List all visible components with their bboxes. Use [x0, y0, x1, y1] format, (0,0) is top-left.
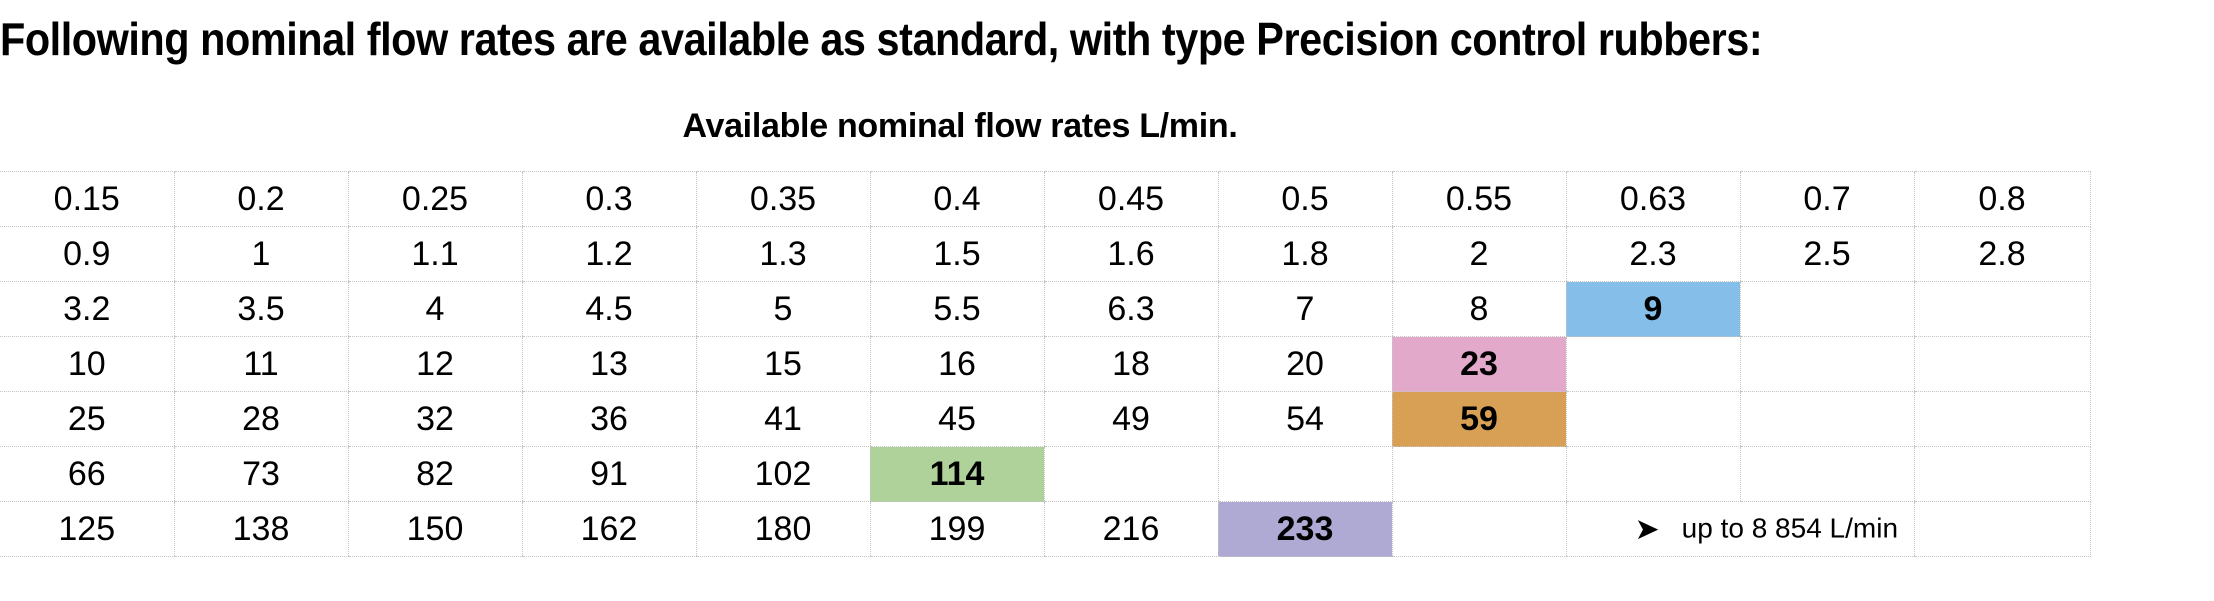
flow-rate-cell: 180 [695, 501, 870, 557]
highlighted-flow-rate-cell: 9 [1565, 281, 1740, 337]
flow-rate-cell: 5 [695, 281, 870, 337]
flow-rate-cell: 138 [173, 501, 348, 557]
flow-rate-cell: 0.35 [695, 171, 870, 227]
flow-rate-cell: 1.1 [347, 226, 522, 282]
flow-rate-cell: 2.3 [1565, 226, 1740, 282]
flow-rate-cell: 20 [1217, 336, 1392, 392]
flow-rate-cell: 15 [695, 336, 870, 392]
empty-cell [1913, 501, 2091, 557]
range-note: ➤ up to 8 854 L/min [1565, 501, 1914, 557]
highlighted-flow-rate-cell: 114 [869, 446, 1044, 502]
empty-cell [1913, 281, 2091, 337]
flow-rate-cell: 0.7 [1739, 171, 1914, 227]
flow-rate-cell: 6.3 [1043, 281, 1218, 337]
flow-rate-cell: 32 [347, 391, 522, 447]
flow-rate-cell: 25 [0, 391, 174, 447]
flow-rate-cell: 2 [1391, 226, 1566, 282]
flow-rate-cell: 16 [869, 336, 1044, 392]
flow-rate-cell: 0.9 [0, 226, 174, 282]
flow-rate-cell: 2.5 [1739, 226, 1914, 282]
flow-rate-cell: 1.2 [521, 226, 696, 282]
flow-rate-cell: 10 [0, 336, 174, 392]
empty-cell [1739, 391, 1914, 447]
table-row: 10 11 12 13 15 16 18 20 23 [0, 336, 2091, 392]
flow-rate-cell: 162 [521, 501, 696, 557]
empty-cell [1739, 446, 1914, 502]
table-caption: Available nominal flow rates L/min. [682, 107, 1238, 145]
flow-rate-cell: 199 [869, 501, 1044, 557]
flow-rate-cell: 0.63 [1565, 171, 1740, 227]
table-row: 3.2 3.5 4 4.5 5 5.5 6.3 7 8 9 [0, 281, 2091, 337]
flow-rate-cell: 91 [521, 446, 696, 502]
flow-rate-cell: 102 [695, 446, 870, 502]
flow-rate-cell: 0.4 [869, 171, 1044, 227]
range-note-text: up to 8 854 L/min [1681, 513, 1899, 545]
flow-rate-cell: 1.5 [869, 226, 1044, 282]
empty-cell [1391, 501, 1566, 557]
arrowhead-icon: ➤ [1634, 512, 1660, 546]
flow-rate-cell: 36 [521, 391, 696, 447]
flow-rate-cell: 66 [0, 446, 174, 502]
flow-rate-cell: 0.2 [173, 171, 348, 227]
flow-rate-cell: 7 [1217, 281, 1392, 337]
empty-cell [1913, 446, 2091, 502]
flow-rate-cell: 0.8 [1913, 171, 2091, 227]
flow-rate-cell: 4 [347, 281, 522, 337]
page-heading: Following nominal flow rates are availab… [0, 13, 1763, 65]
table-row: 0.9 1 1.1 1.2 1.3 1.5 1.6 1.8 2 2.3 2.5 2.8 [0, 226, 2091, 282]
empty-cell [1565, 391, 1740, 447]
flow-rate-cell: 73 [173, 446, 348, 502]
flow-rate-cell: 1.3 [695, 226, 870, 282]
flow-rate-cell: 0.45 [1043, 171, 1218, 227]
flow-rate-cell: 4.5 [521, 281, 696, 337]
flow-rate-cell: 8 [1391, 281, 1566, 337]
flow-rate-cell: 45 [869, 391, 1044, 447]
table-row: 0.15 0.2 0.25 0.3 0.35 0.4 0.45 0.5 0.55 0.63 0.7 0… [0, 171, 2091, 227]
empty-cell [1217, 446, 1392, 502]
table-row: 25 28 32 36 41 45 49 54 59 [0, 391, 2091, 447]
flow-rate-cell: 11 [173, 336, 348, 392]
flow-rate-cell: 13 [521, 336, 696, 392]
flow-rate-cell: 82 [347, 446, 522, 502]
flow-rate-cell: 41 [695, 391, 870, 447]
empty-cell [1565, 446, 1740, 502]
flow-rate-cell: 150 [347, 501, 522, 557]
flow-rate-cell: 0.15 [0, 171, 174, 227]
highlighted-flow-rate-cell: 59 [1391, 391, 1566, 447]
flow-rate-cell: 28 [173, 391, 348, 447]
flow-rate-cell: 0.25 [347, 171, 522, 227]
flow-rate-cell: 1.6 [1043, 226, 1218, 282]
empty-cell [1565, 336, 1740, 392]
flow-rate-cell: 0.3 [521, 171, 696, 227]
flow-rate-cell: 125 [0, 501, 174, 557]
flow-rates-table: 0.15 0.2 0.25 0.3 0.35 0.4 0.45 0.5 0.55 0.63 0.7 0… [0, 171, 2091, 557]
flow-rate-cell: 216 [1043, 501, 1218, 557]
table-row: 125 138 150 162 180 199 216 233 ➤ up to 8 854 L/m… [0, 501, 2091, 557]
empty-cell [1913, 336, 2091, 392]
flow-rate-cell: 54 [1217, 391, 1392, 447]
flow-rate-cell: 2.8 [1913, 226, 2091, 282]
flow-rate-cell: 49 [1043, 391, 1218, 447]
flow-rate-cell: 18 [1043, 336, 1218, 392]
table-row: 66 73 82 91 102 114 [0, 446, 2091, 502]
empty-cell [1739, 281, 1914, 337]
flow-rate-cell: 1.8 [1217, 226, 1392, 282]
highlighted-flow-rate-cell: 233 [1217, 501, 1392, 557]
flow-rate-cell: 0.5 [1217, 171, 1392, 227]
empty-cell [1739, 336, 1914, 392]
empty-cell [1913, 391, 2091, 447]
flow-rate-cell: 3.2 [0, 281, 174, 337]
empty-cell [1391, 446, 1566, 502]
highlighted-flow-rate-cell: 23 [1391, 336, 1566, 392]
flow-rate-cell: 5.5 [869, 281, 1044, 337]
empty-cell [1043, 446, 1218, 502]
flow-rate-cell: 12 [347, 336, 522, 392]
flow-rate-cell: 1 [173, 226, 348, 282]
flow-rate-cell: 0.55 [1391, 171, 1566, 227]
flow-rate-cell: 3.5 [173, 281, 348, 337]
